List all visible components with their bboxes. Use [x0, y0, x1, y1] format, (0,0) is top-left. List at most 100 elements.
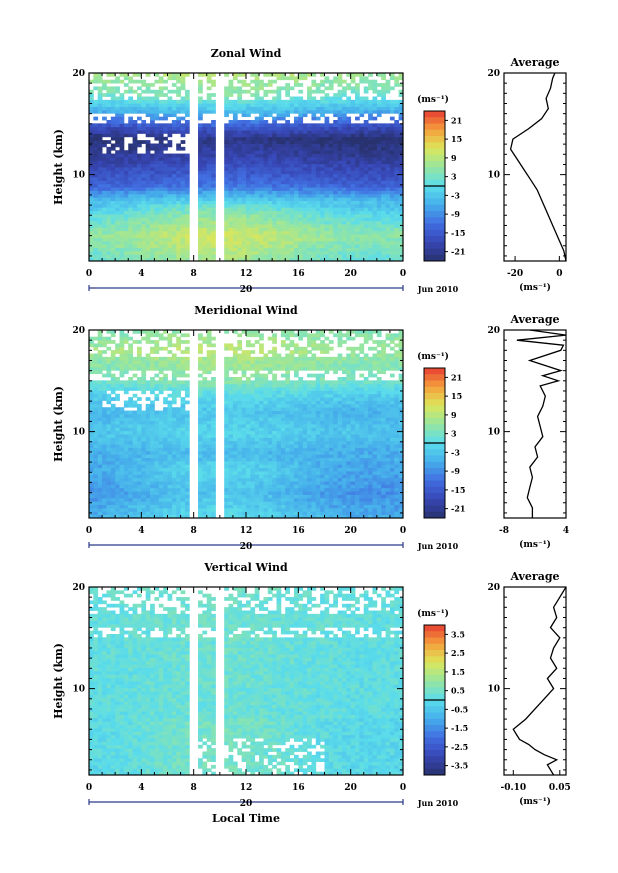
- heatmap-cell: [289, 156, 295, 161]
- heatmap-cell: [267, 123, 273, 128]
- heatmap-cell: [324, 130, 330, 134]
- heatmap-cell: [298, 244, 304, 248]
- heatmap-cell: [341, 136, 347, 141]
- heatmap-cell: [154, 454, 160, 458]
- heatmap-cell: [115, 173, 120, 178]
- heatmap-cell: [363, 136, 369, 141]
- heatmap-cell: [250, 103, 256, 107]
- heatmap-cell: [385, 491, 391, 495]
- heatmap-cell: [359, 123, 365, 128]
- heatmap-cell: [132, 477, 138, 482]
- heatmap-cell: [115, 183, 120, 188]
- heatmap-cell: [198, 143, 203, 148]
- heatmap-cell: [241, 511, 247, 516]
- heatmap-cell: [298, 250, 304, 255]
- heatmap-cell: [250, 79, 256, 84]
- heatmap-cell: [320, 203, 325, 208]
- heatmap-cell: [97, 153, 103, 158]
- heatmap-cell: [389, 247, 395, 252]
- heatmap-cell: [158, 203, 164, 208]
- heatmap-cell: [150, 187, 155, 191]
- heatmap-cell: [363, 257, 369, 262]
- heatmap-cell: [350, 109, 356, 114]
- heatmap-cell: [228, 93, 234, 97]
- heatmap-cell: [263, 254, 269, 259]
- heatmap-cell: [171, 481, 177, 485]
- heatmap-cell: [119, 140, 125, 144]
- heatmap-cell: [224, 126, 229, 131]
- heatmap-cell: [394, 153, 400, 158]
- heatmap-cell: [376, 507, 382, 512]
- heatmap-cell: [341, 514, 347, 519]
- heatmap-cell: [302, 99, 308, 104]
- heatmap-cell: [359, 467, 365, 472]
- heatmap-cell: [381, 109, 386, 114]
- heatmap-cell: [171, 193, 177, 198]
- heatmap-cell: [119, 220, 125, 225]
- heatmap-cell: [293, 220, 299, 225]
- heatmap-cell: [341, 93, 347, 97]
- heatmap-cell: [298, 460, 304, 465]
- heatmap-cell: [355, 481, 360, 485]
- heatmap-cell: [132, 481, 138, 485]
- heatmap-cell: [346, 106, 352, 111]
- heatmap-cell: [228, 471, 234, 475]
- heatmap-cell: [324, 230, 330, 235]
- heatmap-cell: [246, 207, 251, 212]
- heatmap-cell: [97, 491, 103, 495]
- heatmap-cell: [211, 507, 216, 512]
- heatmap-cell: [346, 130, 352, 134]
- heatmap-cell: [119, 491, 125, 495]
- heatmap-cell: [154, 511, 160, 516]
- heatmap-cell: [328, 79, 334, 84]
- heatmap-cell: [145, 454, 151, 458]
- heatmap-cell: [128, 116, 134, 121]
- heatmap-cell: [398, 464, 404, 469]
- heatmap-cell: [97, 220, 103, 225]
- heatmap-cell: [128, 180, 134, 185]
- heatmap-cell: [106, 224, 112, 228]
- heatmap-cell: [355, 457, 360, 462]
- heatmap-cell: [115, 464, 120, 469]
- colorbar-swatch: [424, 117, 445, 124]
- heatmap-cell: [341, 487, 347, 492]
- heatmap-cell: [272, 477, 277, 482]
- heatmap-cell: [346, 501, 352, 505]
- heatmap-cell: [337, 227, 343, 232]
- heatmap-cell: [132, 187, 138, 191]
- heatmap-cell: [123, 244, 129, 248]
- heatmap-cell: [180, 460, 186, 465]
- heatmap-cell: [180, 220, 186, 225]
- heatmap-cell: [381, 514, 386, 519]
- heatmap-cell: [276, 481, 282, 485]
- heatmap-cell: [202, 497, 208, 502]
- heatmap-cell: [385, 173, 391, 178]
- heatmap-cell: [389, 494, 395, 499]
- heatmap-cell: [337, 150, 343, 154]
- heatmap-cell: [333, 156, 338, 161]
- heatmap-cell: [106, 454, 112, 458]
- heatmap-cell: [198, 447, 203, 452]
- heatmap-cell: [328, 514, 334, 519]
- heatmap-cell: [163, 106, 168, 111]
- heatmap-cell: [337, 507, 343, 512]
- heatmap-cell: [145, 217, 151, 222]
- heatmap-cell: [110, 230, 116, 235]
- heatmap-cell: [350, 173, 356, 178]
- heatmap-cell: [154, 230, 160, 235]
- heatmap-cell: [150, 177, 155, 181]
- heatmap-cell: [363, 454, 369, 458]
- heatmap-cell: [119, 96, 125, 101]
- heatmap-cell: [293, 214, 299, 218]
- heatmap-cell: [171, 254, 177, 259]
- heatmap-cell: [267, 234, 273, 238]
- heatmap-cell: [115, 99, 120, 104]
- heatmap-cell: [198, 481, 203, 485]
- heatmap-cell: [163, 217, 168, 222]
- heatmap-cell: [368, 143, 373, 148]
- heatmap-cell: [315, 150, 321, 154]
- heatmap-cell: [285, 481, 291, 485]
- heatmap-cell: [150, 234, 155, 238]
- heatmap-cell: [333, 210, 338, 215]
- heatmap-cell: [324, 187, 330, 191]
